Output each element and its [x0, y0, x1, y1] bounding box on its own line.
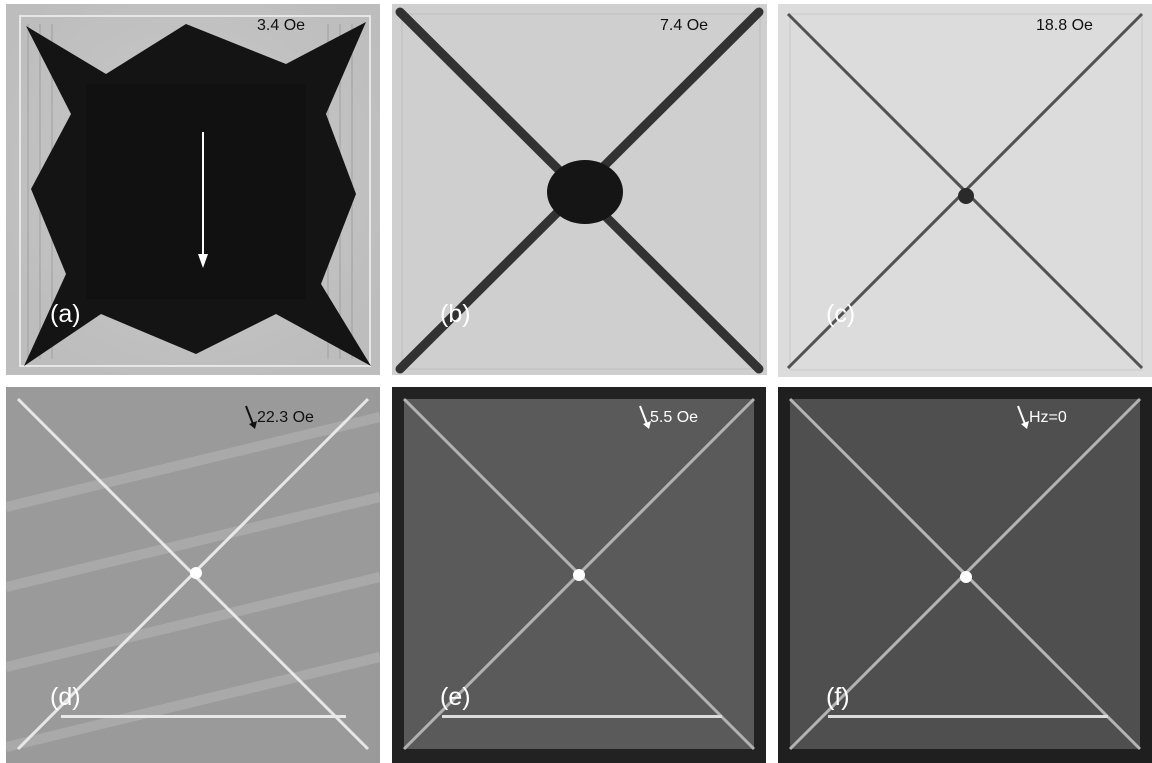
field-direction-arrow-icon	[198, 132, 208, 268]
panel-e-label: (e)	[440, 683, 471, 711]
panel-f: (f) Hz=0	[778, 387, 1152, 763]
field-direction-arrow-icon	[639, 405, 651, 429]
panel-d-field-value: 22.3 Oe	[257, 409, 314, 426]
panel-d-image	[6, 387, 380, 763]
panel-a-image	[6, 4, 380, 375]
panel-a-field-value: 3.4 Oe	[257, 17, 306, 34]
panel-f-field-value: Hz=0	[1029, 409, 1067, 426]
panel-d: (d) 22.3 Oe	[6, 387, 380, 763]
panel-b-image	[392, 4, 767, 375]
field-direction-arrow-icon	[1017, 405, 1029, 429]
panel-b-label: (b)	[440, 300, 471, 328]
panel-f-image	[778, 387, 1152, 763]
panel-d-label: (d)	[50, 683, 81, 711]
panel-e-field-value: 5.5 Oe	[650, 409, 699, 426]
panel-b: (b) 7.4 Oe	[392, 4, 767, 375]
field-direction-arrow-icon	[245, 405, 257, 429]
panel-c-image	[778, 4, 1152, 377]
panel-a-label: (a)	[50, 300, 81, 328]
panel-a: (a) 3.4 Oe	[6, 4, 380, 375]
panel-b-field-value: 7.4 Oe	[660, 17, 709, 34]
panel-c: (c) 18.8 Oe	[778, 4, 1152, 377]
panel-f-label: (f)	[826, 683, 850, 711]
panel-c-field-value: 18.8 Oe	[1036, 17, 1093, 34]
panel-e-image	[392, 387, 766, 763]
panel-e: (e) 5.5 Oe	[392, 387, 766, 763]
panel-c-label: (c)	[826, 300, 856, 328]
